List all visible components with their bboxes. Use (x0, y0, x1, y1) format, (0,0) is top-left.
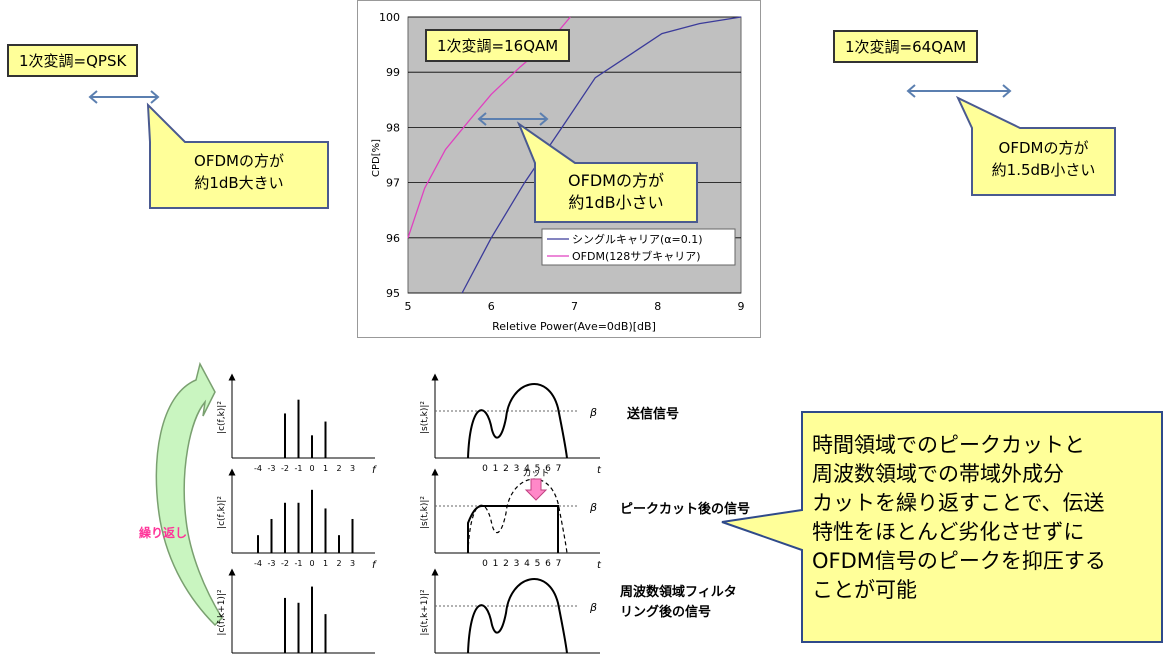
freq-tick-label: -3 (268, 464, 276, 473)
double-arrow-icon (477, 112, 549, 126)
y-tick-label: 99 (386, 66, 400, 79)
cut-arrow-icon (524, 478, 548, 501)
freq-tick-label: -2 (281, 464, 289, 473)
freq-tick-label: 2 (336, 559, 341, 568)
x-tick-label: 7 (571, 300, 578, 313)
64qam-annotation (906, 84, 1116, 196)
time-tick-label: 0 (482, 559, 488, 569)
freq-tick-label: 0 (309, 464, 314, 473)
freq-tick-label: 3 (350, 559, 355, 568)
qpsk-callout (146, 102, 329, 209)
time-tick-label: 5 (535, 559, 541, 569)
loop-arrow-icon (155, 361, 223, 627)
freq-tick-label: -4 (254, 559, 262, 568)
qpsk-annotation (88, 90, 329, 209)
qpsk-title: 1次変調=QPSK (7, 44, 139, 77)
freq-axis-symbol: f (372, 560, 377, 571)
row3-label: 周波数領域フィルタ リング後の信号 (620, 585, 737, 620)
freq-tick-label: 3 (350, 464, 355, 473)
time-tick-label: 4 (524, 464, 530, 474)
x-tick-label: 6 (488, 300, 495, 313)
time-tick-label: 0 (482, 464, 488, 474)
time-tick-label: 6 (545, 559, 551, 569)
freq-tick-label: 1 (323, 464, 328, 473)
time-axis-symbol: t (597, 465, 602, 476)
row2-label: ピークカット後の信号 (620, 502, 751, 517)
time-tick-label: 1 (493, 559, 499, 569)
time-tick-label: 4 (524, 559, 530, 569)
time-tick-label: 3 (514, 559, 520, 569)
freq-tick-label: -2 (281, 559, 289, 568)
y-tick-label: 97 (386, 177, 400, 190)
summary-text: 時間領域でのピークカットと 周波数領域での帯域外成分 カットを繰り返すことで、伝… (812, 433, 1106, 602)
x-tick-label: 8 (654, 300, 661, 313)
time-y-label: |s(t,k)|² (420, 401, 430, 434)
waveform (467, 383, 568, 459)
original-waveform (467, 478, 568, 554)
freq-tick-label: -4 (254, 464, 262, 473)
y-tick-label: 95 (386, 287, 400, 300)
16qam-annotation (477, 112, 698, 223)
freq-y-label: |c(f,k)|² (217, 401, 227, 434)
summary-callout (721, 411, 1163, 643)
time-tick-label: 5 (535, 464, 541, 474)
16qam-callout-text: OFDMの方が 約1dB小さい (568, 171, 664, 212)
time-y-label: |s(t,k)|² (420, 496, 430, 529)
64qam-callout-text: OFDMの方が 約1.5dB小さい (991, 139, 1096, 179)
freq-y-label: |c(f,k+1)|² (217, 589, 227, 636)
cut-label: カット (522, 468, 549, 479)
peak-cut-diagram: |c(f,k)|²f-4 -3 -2 -1 0 1 2 3|c(f,k)|²f-4 -3 -2 -1… (155, 361, 602, 654)
freq-tick-label: -1 (295, 464, 303, 473)
loop-label: 繰り返し (139, 526, 188, 540)
double-arrow-icon (906, 84, 1012, 98)
beta-label: β (589, 501, 597, 514)
y-tick-label: 98 (386, 121, 400, 134)
beta-label: β (589, 406, 597, 419)
x-axis-label: Reletive Power(Ave=0dB)[dB] (492, 320, 656, 333)
legend: シングルキャリア(α=0.1) OFDM(128サブキャリア) (541, 228, 736, 266)
time-axis-symbol: t (597, 560, 602, 571)
freq-axis-symbol: f (372, 465, 377, 476)
double-arrow-icon (88, 90, 160, 104)
time-tick-label: 7 (556, 464, 562, 474)
freq-y-label: |c(f,k)|² (217, 496, 227, 529)
x-tick-label: 9 (738, 300, 745, 313)
16qam-callout (516, 121, 698, 223)
row1-label: 送信信号 (627, 407, 680, 422)
freq-tick-label: 2 (336, 464, 341, 473)
64qam-title: 1次変調=64QAM (833, 30, 979, 63)
beta-label: β (589, 601, 597, 614)
time-tick-label: 7 (556, 559, 562, 569)
time-y-label: |s(t,k+1)|² (420, 589, 430, 636)
legend-item-ofdm: OFDM(128サブキャリア) (572, 249, 701, 263)
x-tick-label: 5 (405, 300, 412, 313)
freq-tick-label: 1 (323, 559, 328, 568)
time-tick-label: 2 (503, 464, 509, 474)
time-tick-label: 2 (503, 559, 509, 569)
16qam-title: 1次変調=16QAM (425, 29, 571, 62)
y-tick-label: 100 (379, 11, 400, 24)
time-tick-label: 3 (514, 464, 520, 474)
legend-item-single-carrier: シングルキャリア(α=0.1) (572, 232, 703, 246)
time-tick-label: 1 (493, 464, 499, 474)
qpsk-callout-text: OFDMの方が 約1dB大きい (194, 152, 284, 192)
64qam-callout (955, 95, 1116, 196)
freq-tick-label: -3 (268, 559, 276, 568)
y-axis-label: CPD[%] (371, 139, 382, 177)
freq-tick-label: 0 (309, 559, 314, 568)
y-tick-label: 96 (386, 232, 400, 245)
series-line-0 (461, 16, 742, 294)
waveform (467, 578, 568, 654)
freq-tick-label: -1 (295, 559, 303, 568)
clipped-waveform (467, 505, 559, 553)
time-tick-label: 6 (545, 464, 551, 474)
